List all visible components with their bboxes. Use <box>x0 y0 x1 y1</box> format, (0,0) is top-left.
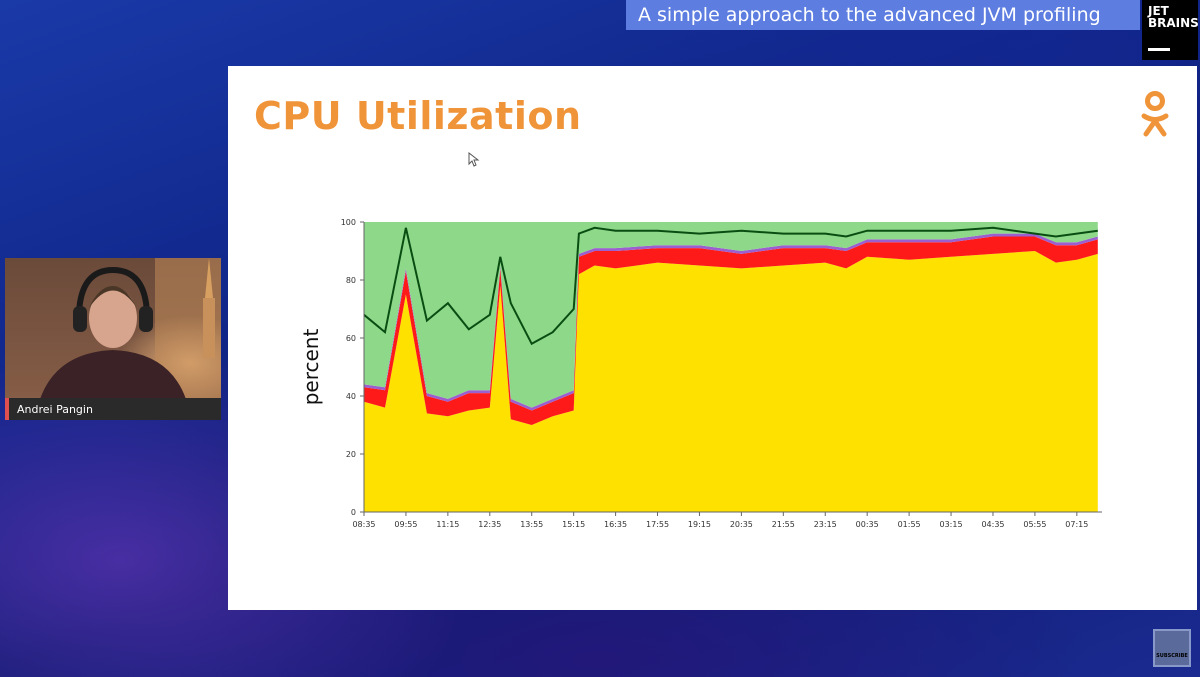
talk-title-banner: A simple approach to the advanced JVM pr… <box>626 0 1140 30</box>
presentation-slide: CPU Utilization 0 20 40 60 80 100 08:35 09:55 11… <box>228 66 1197 610</box>
x-tick-label: 09:55 <box>394 520 417 529</box>
x-tick-label: 01:55 <box>898 520 921 529</box>
total-cpu-line <box>363 226 1098 346</box>
x-tick-label: 16:35 <box>604 520 627 529</box>
x-tick-label: 04:35 <box>981 520 1004 529</box>
subscribe-button[interactable]: SUBSCRIBE <box>1153 629 1191 667</box>
x-tick-label: 19:15 <box>688 520 711 529</box>
x-tick-label: 13:55 <box>520 520 543 529</box>
jetbrains-logo-line1: JET <box>1148 4 1169 18</box>
speaker-webcam: Andrei Pangin <box>5 258 221 420</box>
x-tick-label: 12:35 <box>478 520 501 529</box>
x-tick-label: 21:55 <box>772 520 795 529</box>
cpu-utilization-chart: 0 20 40 60 80 100 08:35 09:55 11:15 12:35 13:55 15:… <box>299 218 1102 529</box>
x-tick-label: 11:15 <box>436 520 459 529</box>
x-tick-label: 15:15 <box>562 520 585 529</box>
x-tick-label: 20:35 <box>730 520 753 529</box>
speaker-nameplate: Andrei Pangin <box>5 398 221 420</box>
x-tick-label: 00:35 <box>856 520 879 529</box>
x-tick-label: 05:55 <box>1023 520 1046 529</box>
x-tick-label: 23:15 <box>814 520 837 529</box>
x-tick-label: 03:15 <box>940 520 963 529</box>
odnoklassniki-logo-icon <box>1141 91 1169 137</box>
y-tick-label: 80 <box>346 276 356 285</box>
y-axis-label: percent <box>299 329 323 406</box>
user-cpu-area <box>364 251 1098 512</box>
x-tick-label: 07:15 <box>1065 520 1088 529</box>
jetbrains-logo: JET BRAINS <box>1142 0 1199 60</box>
x-tick-label: 08:35 <box>352 520 375 529</box>
y-tick-label: 60 <box>346 334 356 343</box>
slide-title: CPU Utilization <box>254 94 582 138</box>
jetbrains-logo-line2: BRAINS <box>1148 16 1199 30</box>
system-cpu-area <box>364 236 1098 425</box>
speaker-name: Andrei Pangin <box>17 403 93 416</box>
speaker-video-image <box>35 258 221 420</box>
y-tick-label: 100 <box>341 218 356 227</box>
subscribe-label: SUBSCRIBE <box>1156 653 1188 659</box>
idle-area <box>364 222 1098 408</box>
y-tick-label: 20 <box>346 450 356 459</box>
x-tick-label: 17:55 <box>646 520 669 529</box>
y-tick-label: 40 <box>346 392 356 401</box>
y-tick-label: 0 <box>351 508 356 517</box>
jetbrains-logo-bar <box>1148 48 1170 51</box>
talk-title: A simple approach to the advanced JVM pr… <box>638 4 1101 26</box>
mouse-cursor-icon <box>468 152 480 167</box>
